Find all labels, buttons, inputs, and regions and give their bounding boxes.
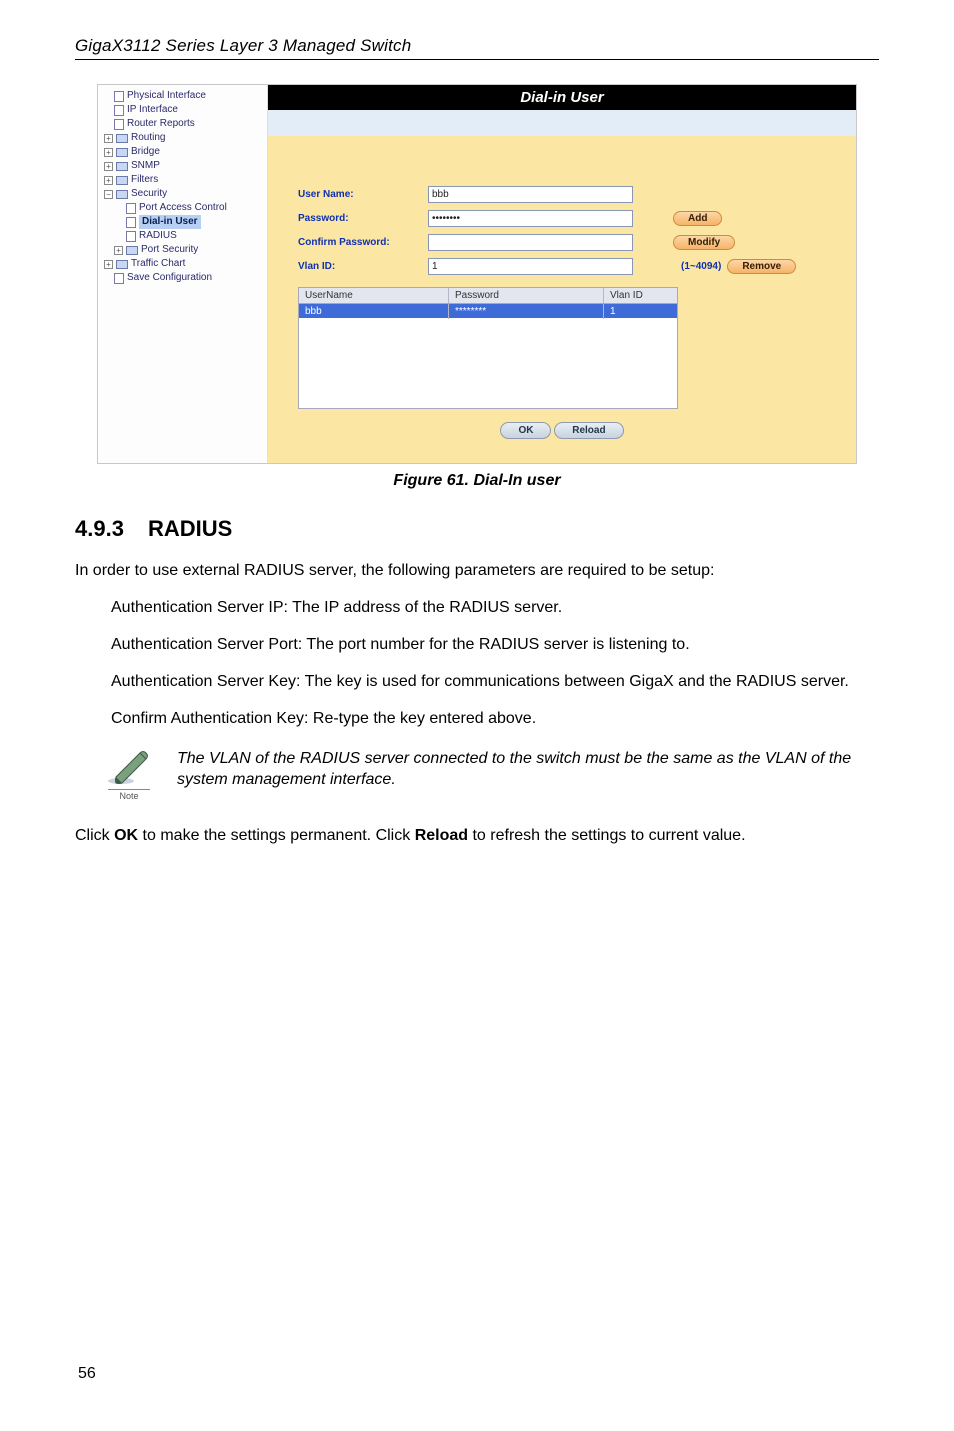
tree-item[interactable]: Dial-in User bbox=[100, 215, 265, 229]
sub-band bbox=[268, 110, 856, 136]
section-number: 4.9.3 bbox=[75, 516, 124, 541]
tree-label: Filters bbox=[131, 173, 158, 187]
tree-item[interactable]: Save Configuration bbox=[100, 271, 265, 285]
tree-toggle-icon[interactable]: + bbox=[104, 260, 113, 269]
nav-tree: Physical InterfaceIP InterfaceRouter Rep… bbox=[98, 85, 268, 463]
closing-text-2: to make the settings permanent. Click bbox=[138, 827, 415, 844]
tree-label: Traffic Chart bbox=[131, 257, 185, 271]
paragraph-auth-port: Authentication Server Port: The port num… bbox=[111, 634, 879, 655]
confirm-password-label: Confirm Password: bbox=[298, 237, 428, 248]
paragraph-confirm-key: Confirm Authentication Key: Re-type the … bbox=[111, 708, 879, 729]
confirm-password-input[interactable] bbox=[428, 234, 633, 251]
closing-text-1: Click bbox=[75, 827, 114, 844]
folder-icon bbox=[116, 190, 128, 199]
page-icon bbox=[126, 231, 136, 242]
tree-item[interactable]: Port Access Control bbox=[100, 201, 265, 215]
folder-icon bbox=[116, 176, 128, 185]
tree-item[interactable]: + Filters bbox=[100, 173, 265, 187]
page-icon bbox=[114, 91, 124, 102]
tree-toggle-icon[interactable]: + bbox=[114, 246, 123, 255]
tree-label: Port Security bbox=[141, 243, 198, 257]
col-password: Password bbox=[449, 288, 604, 303]
panel-title: Dial-in User bbox=[268, 85, 856, 110]
page-header: GigaX3112 Series Layer 3 Managed Switch bbox=[75, 36, 879, 60]
tree-item[interactable]: + SNMP bbox=[100, 159, 265, 173]
note-label: Note bbox=[108, 789, 150, 801]
password-input[interactable] bbox=[428, 210, 633, 227]
tree-item[interactable]: IP Interface bbox=[100, 103, 265, 117]
page-icon bbox=[114, 105, 124, 116]
pen-icon bbox=[106, 746, 152, 786]
folder-icon bbox=[116, 260, 128, 269]
vlan-id-label: Vlan ID: bbox=[298, 261, 428, 272]
folder-icon bbox=[116, 148, 128, 157]
tree-item[interactable]: + Port Security bbox=[100, 243, 265, 257]
tree-label: Routing bbox=[131, 131, 165, 145]
note-block: Note The VLAN of the RADIUS server conne… bbox=[97, 746, 879, 801]
closing-text-3: to refresh the settings to current value… bbox=[468, 827, 745, 844]
folder-icon bbox=[116, 162, 128, 171]
page-number: 56 bbox=[78, 1365, 96, 1383]
page-icon bbox=[114, 119, 124, 130]
paragraph-auth-key: Authentication Server Key: The key is us… bbox=[111, 671, 879, 692]
tree-toggle-icon[interactable]: + bbox=[104, 134, 113, 143]
tree-label: Save Configuration bbox=[127, 271, 212, 285]
folder-icon bbox=[126, 246, 138, 255]
table-row[interactable]: bbb ******** 1 bbox=[299, 304, 677, 318]
tree-label: IP Interface bbox=[127, 103, 178, 117]
cell-vlanid: 1 bbox=[604, 304, 677, 319]
tree-toggle-icon[interactable]: + bbox=[104, 162, 113, 171]
tree-item[interactable]: − Security bbox=[100, 187, 265, 201]
vlan-range: (1~4094) bbox=[681, 261, 721, 272]
tree-label: Router Reports bbox=[127, 117, 195, 131]
section-title: RADIUS bbox=[148, 516, 232, 541]
username-label: User Name: bbox=[298, 189, 428, 200]
col-vlanid: Vlan ID bbox=[604, 288, 677, 303]
remove-button[interactable]: Remove bbox=[727, 259, 796, 274]
form-area: User Name: Password: Add Confirm Passwor… bbox=[268, 136, 856, 463]
tree-label: Dial-in User bbox=[139, 215, 201, 229]
cell-username: bbb bbox=[299, 304, 449, 319]
user-table: UserName Password Vlan ID bbb ******** 1 bbox=[298, 287, 678, 409]
closing-paragraph: Click OK to make the settings permanent.… bbox=[75, 825, 879, 846]
cell-password: ******** bbox=[449, 304, 604, 319]
tree-item[interactable]: + Traffic Chart bbox=[100, 257, 265, 271]
tree-item[interactable]: Physical Interface bbox=[100, 89, 265, 103]
tree-label: RADIUS bbox=[139, 229, 177, 243]
tree-toggle-icon[interactable]: + bbox=[104, 176, 113, 185]
content-pane: Dial-in User User Name: Password: Add Co… bbox=[268, 85, 856, 463]
closing-reload: Reload bbox=[415, 827, 468, 844]
note-text: The VLAN of the RADIUS server connected … bbox=[161, 746, 879, 790]
tree-label: Bridge bbox=[131, 145, 160, 159]
tree-label: Physical Interface bbox=[127, 89, 206, 103]
tree-toggle-icon[interactable]: + bbox=[104, 148, 113, 157]
tree-item[interactable]: + Routing bbox=[100, 131, 265, 145]
page-icon bbox=[114, 273, 124, 284]
username-input[interactable] bbox=[428, 186, 633, 203]
page-icon bbox=[126, 217, 136, 228]
tree-label: Port Access Control bbox=[139, 201, 227, 215]
password-label: Password: bbox=[298, 213, 428, 224]
tree-label: SNMP bbox=[131, 159, 160, 173]
tree-item[interactable]: + Bridge bbox=[100, 145, 265, 159]
note-icon: Note bbox=[97, 746, 161, 801]
tree-item[interactable]: Router Reports bbox=[100, 117, 265, 131]
modify-button[interactable]: Modify bbox=[673, 235, 735, 250]
folder-icon bbox=[116, 134, 128, 143]
section-heading: 4.9.3 RADIUS bbox=[75, 516, 879, 542]
add-button[interactable]: Add bbox=[673, 211, 722, 226]
screenshot-dial-in-user: Physical InterfaceIP InterfaceRouter Rep… bbox=[97, 84, 857, 464]
tree-toggle-icon[interactable]: − bbox=[104, 190, 113, 199]
ok-button[interactable]: OK bbox=[500, 422, 551, 439]
intro-paragraph: In order to use external RADIUS server, … bbox=[75, 560, 879, 581]
vlan-id-input[interactable] bbox=[428, 258, 633, 275]
figure-caption: Figure 61. Dial-In user bbox=[75, 472, 879, 490]
tree-label: Security bbox=[131, 187, 167, 201]
page-icon bbox=[126, 203, 136, 214]
col-username: UserName bbox=[299, 288, 449, 303]
reload-button[interactable]: Reload bbox=[554, 422, 623, 439]
tree-item[interactable]: RADIUS bbox=[100, 229, 265, 243]
closing-ok: OK bbox=[114, 827, 138, 844]
paragraph-auth-ip: Authentication Server IP: The IP address… bbox=[111, 597, 879, 618]
